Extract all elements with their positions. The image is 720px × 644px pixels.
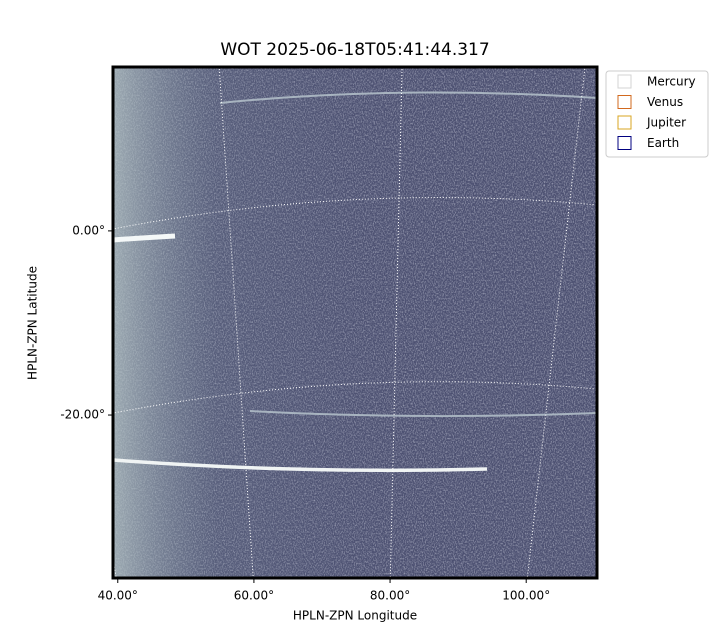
streak <box>113 458 488 473</box>
chart-title: WOT 2025-06-18T05:41:44.317 <box>220 40 489 60</box>
x-axis-label: HPLN-ZPN Longitude <box>293 609 417 623</box>
legend-label: Jupiter <box>646 116 686 130</box>
grid-line <box>113 554 117 578</box>
legend-swatch <box>617 115 632 130</box>
legend-label: Earth <box>647 136 679 150</box>
x-tick-label: 80.00° <box>370 589 410 603</box>
y-tick-label: 0.00° <box>72 223 105 237</box>
legend-label: Venus <box>647 95 683 109</box>
y-tick-label: -20.00° <box>60 408 105 422</box>
grid <box>113 67 597 578</box>
grid-line <box>526 67 586 578</box>
x-tick-label: 40.00° <box>98 589 138 603</box>
legend-label: Mercury <box>647 75 696 89</box>
plot-frame <box>111 65 599 580</box>
image-glow <box>113 67 413 578</box>
streak <box>113 233 176 243</box>
image <box>113 67 597 578</box>
legend-swatch <box>617 95 632 109</box>
x-tick-label: 60.00° <box>234 589 274 603</box>
x-tick-label: 100.00° <box>502 589 550 603</box>
legend <box>605 70 709 158</box>
streak <box>219 91 597 104</box>
streak <box>249 410 597 418</box>
legend-swatch <box>617 136 632 150</box>
legend-swatch <box>617 74 632 89</box>
y-axis-label: HPLN-ZPN Latitude <box>26 266 40 380</box>
